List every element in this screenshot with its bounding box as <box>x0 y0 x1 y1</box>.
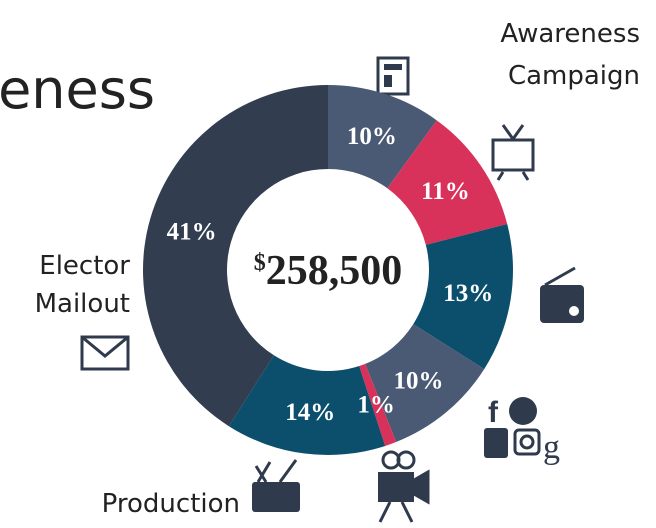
spotify-icon <box>509 397 537 425</box>
envelope-icon <box>81 335 129 358</box>
chart-title: eness <box>0 58 155 121</box>
donut-segment <box>359 363 397 446</box>
center-value: 258,500 <box>266 248 403 294</box>
newspaper-icon <box>384 64 402 70</box>
annotation: Production <box>102 489 240 519</box>
newspaper-icon <box>384 75 392 87</box>
donut-segment <box>142 85 328 427</box>
radio-icon <box>544 266 576 287</box>
annotation: Elector <box>39 251 130 281</box>
youtube-icon <box>484 428 508 458</box>
camera-icon <box>378 472 414 502</box>
tv-icon <box>496 124 530 181</box>
google-plus-icon: g <box>543 429 560 466</box>
center-total: $258,500 <box>254 248 403 294</box>
envelope-icon <box>80 335 130 371</box>
segment-label: 1% <box>357 392 395 419</box>
icons: f g <box>80 56 584 523</box>
donut-segment <box>228 355 386 455</box>
annotation: Mailout <box>35 289 130 319</box>
camera-icon <box>378 469 430 523</box>
toolbox-icon <box>254 459 298 483</box>
donut: 10%11%13%10%1%14%41%$258,500 <box>142 85 513 455</box>
tv-icon <box>491 138 535 172</box>
donut-segment <box>328 85 437 189</box>
segment-label: 10% <box>347 123 397 150</box>
segment-label: 41% <box>167 218 217 245</box>
facebook-icon: f <box>488 396 499 429</box>
instagram-icon <box>513 428 541 456</box>
segment-label: 11% <box>421 178 470 205</box>
segment-label: 13% <box>443 280 493 307</box>
toolbox-icon <box>252 482 300 512</box>
currency-symbol: $ <box>254 250 266 276</box>
annotation: Campaign <box>508 61 640 91</box>
camera-icon <box>396 450 416 470</box>
donut-segment <box>365 324 485 443</box>
radio-icon <box>569 306 579 316</box>
instagram-icon <box>519 434 535 450</box>
newspaper-icon <box>376 56 410 96</box>
segment-label: 10% <box>394 367 444 394</box>
annotation: Awareness <box>500 19 640 49</box>
radio-icon <box>540 285 584 323</box>
donut-segment <box>413 223 513 370</box>
donut-segment <box>387 120 508 245</box>
segment-label: 14% <box>285 399 335 426</box>
